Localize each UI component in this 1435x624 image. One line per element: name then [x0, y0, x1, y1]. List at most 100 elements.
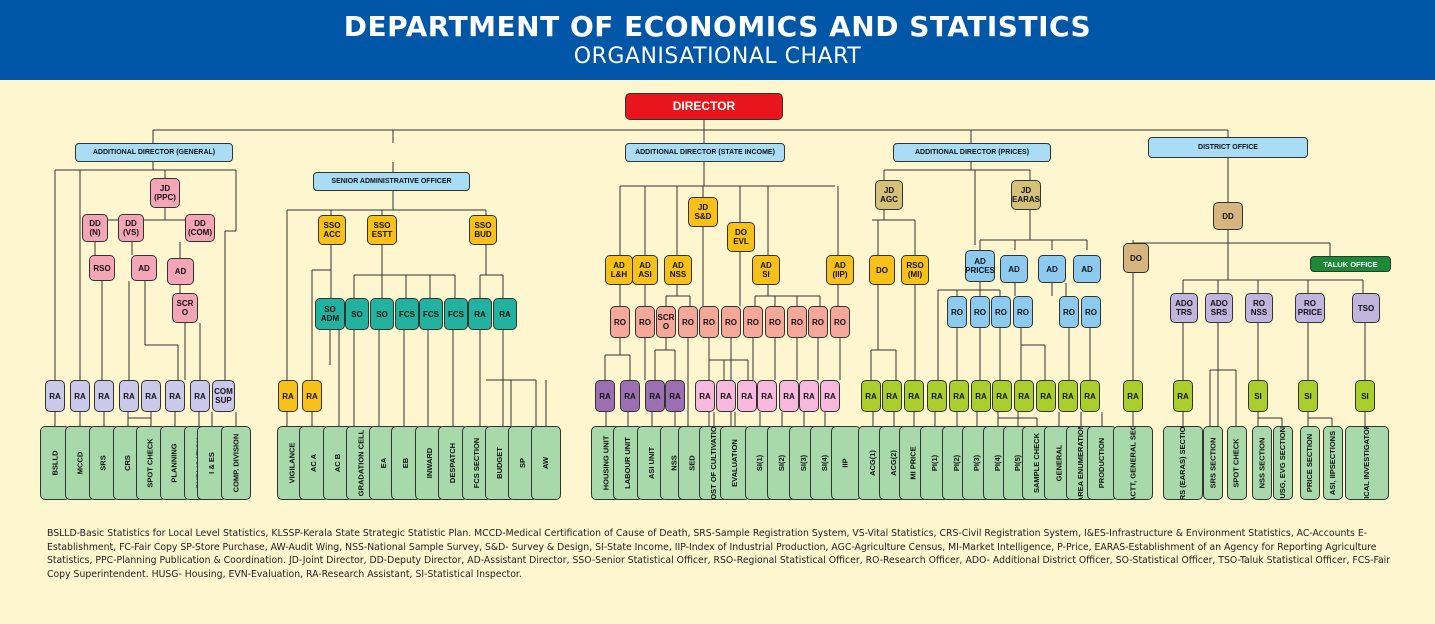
ad-box: AD	[1000, 255, 1028, 283]
ro-box: RO	[970, 296, 990, 328]
page-title: DEPARTMENT OF ECONOMICS AND STATISTICS	[343, 10, 1092, 43]
ra-box: RA	[1080, 380, 1100, 412]
sso-acc-box: SSO ACC	[318, 215, 346, 245]
director-box: DIRECTOR	[625, 93, 783, 120]
so-adm-box: SO ADM	[315, 298, 345, 330]
ro-box: RO	[808, 306, 828, 338]
tso-box: TSO	[1352, 293, 1380, 323]
senior-administrative-officer-box: SENIOR ADMINISTRATIVE OFFICER	[313, 172, 470, 191]
sso-bud-box: SSO BUD	[469, 215, 497, 245]
ra-box: RA	[665, 380, 685, 412]
jd-sd-box: JD S&D	[688, 197, 718, 227]
ro-box: RO	[678, 306, 698, 338]
ra-box: RA	[971, 380, 991, 412]
ad-nss-box: AD NSS	[664, 255, 692, 285]
fcs-box: FCS	[419, 298, 443, 330]
ro-box: RO	[699, 306, 719, 338]
scro-box: SCR O	[656, 306, 676, 338]
ro-box: RO	[765, 306, 785, 338]
ad-lh-box: AD L&H	[605, 255, 633, 285]
leaf-estt-actt-general-sections: ESTT, ACTT, GENERAL SECTIONS	[1113, 426, 1153, 500]
leaf-nss-section: NSS SECTION	[1252, 426, 1272, 500]
ro-box: RO	[1081, 296, 1101, 328]
dd-n-box: DD (N)	[82, 214, 108, 242]
ro-box: RO	[947, 296, 967, 328]
page-subtitle: ORGANISATIONAL CHART	[573, 44, 862, 69]
so-box: SO	[370, 298, 394, 330]
ad-vs-box: AD	[131, 255, 157, 281]
ra-box: RA	[45, 380, 65, 412]
abbreviation-legend: BSLLD-Basic Statistics for Local Level S…	[47, 528, 1391, 580]
ra-box: RA	[779, 380, 799, 412]
ra-box: RA	[190, 380, 210, 412]
ado-srs-box: ADO SRS	[1205, 293, 1233, 323]
ra-box: RA	[949, 380, 969, 412]
ra-box: RA	[468, 298, 492, 330]
ra-box: RA	[119, 380, 139, 412]
ra-box: RA	[70, 380, 90, 412]
district-office: DISTRICT OFFICE	[1148, 137, 1308, 158]
do-agc-box: DO	[869, 255, 895, 285]
ra-box: RA	[904, 380, 924, 412]
ro-box: RO	[830, 306, 850, 338]
leaf-trs-earas-section: TRS (EARAS) SECTION	[1163, 426, 1203, 500]
si-box: SI	[1355, 380, 1375, 412]
dd-district-box: DD	[1213, 202, 1243, 230]
ad-box: AD	[1073, 255, 1101, 283]
ra-box: RA	[1014, 380, 1034, 412]
ra-box: RA	[992, 380, 1012, 412]
jd-earas-box: JD EARAS	[1011, 180, 1041, 210]
ra-box: RA	[882, 380, 902, 412]
leaf-statistical-investigator-gr-viii: STATISTICAL INVESTIGATOR GR VIII	[1345, 426, 1389, 500]
fcs-box: FCS	[444, 298, 468, 330]
scro-box: SCR O	[172, 293, 198, 323]
ro-box: RO	[991, 296, 1011, 328]
ad-box: AD	[1038, 255, 1066, 283]
so-box: SO	[345, 298, 369, 330]
ra-box: RA	[645, 380, 665, 412]
ra-box: RA	[165, 380, 185, 412]
ra-box: RA	[278, 380, 298, 412]
ro-box: RO	[787, 306, 807, 338]
jd-agc-box: JD AGC	[875, 180, 903, 210]
com-sup-box: COM SUP	[212, 380, 235, 412]
leaf-aw: AW	[531, 426, 561, 500]
ra-box: RA	[1173, 380, 1193, 412]
ro-box: RO	[635, 306, 655, 338]
taluk-office-box: TALUK OFFICE	[1310, 256, 1391, 272]
leaf-price-section: PRICE SECTION	[1300, 426, 1320, 500]
ra-box: RA	[799, 380, 819, 412]
ad-si-box: AD SI	[752, 255, 780, 285]
additional-director-general: ADDITIONAL DIRECTOR (GENERAL)	[75, 143, 233, 162]
ra-box: RA	[1058, 380, 1078, 412]
ado-trs-box: ADO TRS	[1170, 293, 1198, 323]
ro-box: RO	[610, 306, 630, 338]
ra-box: RA	[620, 380, 640, 412]
ro-box: RO	[1013, 296, 1033, 328]
ra-box: RA	[141, 380, 161, 412]
ra-box: RA	[861, 380, 881, 412]
ra-box: RA	[1036, 380, 1056, 412]
jd-ppc-box: JD (PPC)	[150, 178, 180, 208]
rso-box: RSO	[89, 255, 115, 281]
ra-box: RA	[757, 380, 777, 412]
connector-lines	[54, 120, 1366, 426]
ra-box: RA	[94, 380, 114, 412]
do-evl-box: DO EVL	[727, 222, 755, 252]
ra-box: RA	[595, 380, 615, 412]
do-district-box: DO	[1123, 243, 1149, 273]
ro-nss-box: RO NSS	[1245, 293, 1273, 323]
ad-prices-box: AD (PRICES)	[965, 250, 995, 282]
ad-iip-box: AD (IIP)	[826, 255, 854, 285]
rso-mi-box: RSO (MI)	[901, 255, 929, 285]
ra-box: RA	[695, 380, 715, 412]
ad-ppc-box: AD	[167, 258, 194, 285]
leaf-srs-section: SRS SECTION	[1203, 426, 1223, 500]
si-box: SI	[1248, 380, 1268, 412]
additional-director-prices: ADDITIONAL DIRECTOR (PRICES)	[893, 143, 1051, 162]
ra-box: RA	[820, 380, 840, 412]
page-header: DEPARTMENT OF ECONOMICS AND STATISTICS O…	[0, 0, 1435, 80]
leaf-asi-iipsections: ASI, IIPSECTIONS	[1323, 426, 1343, 500]
leaf-iip: IIP	[831, 426, 861, 500]
ro-box: RO	[1059, 296, 1079, 328]
